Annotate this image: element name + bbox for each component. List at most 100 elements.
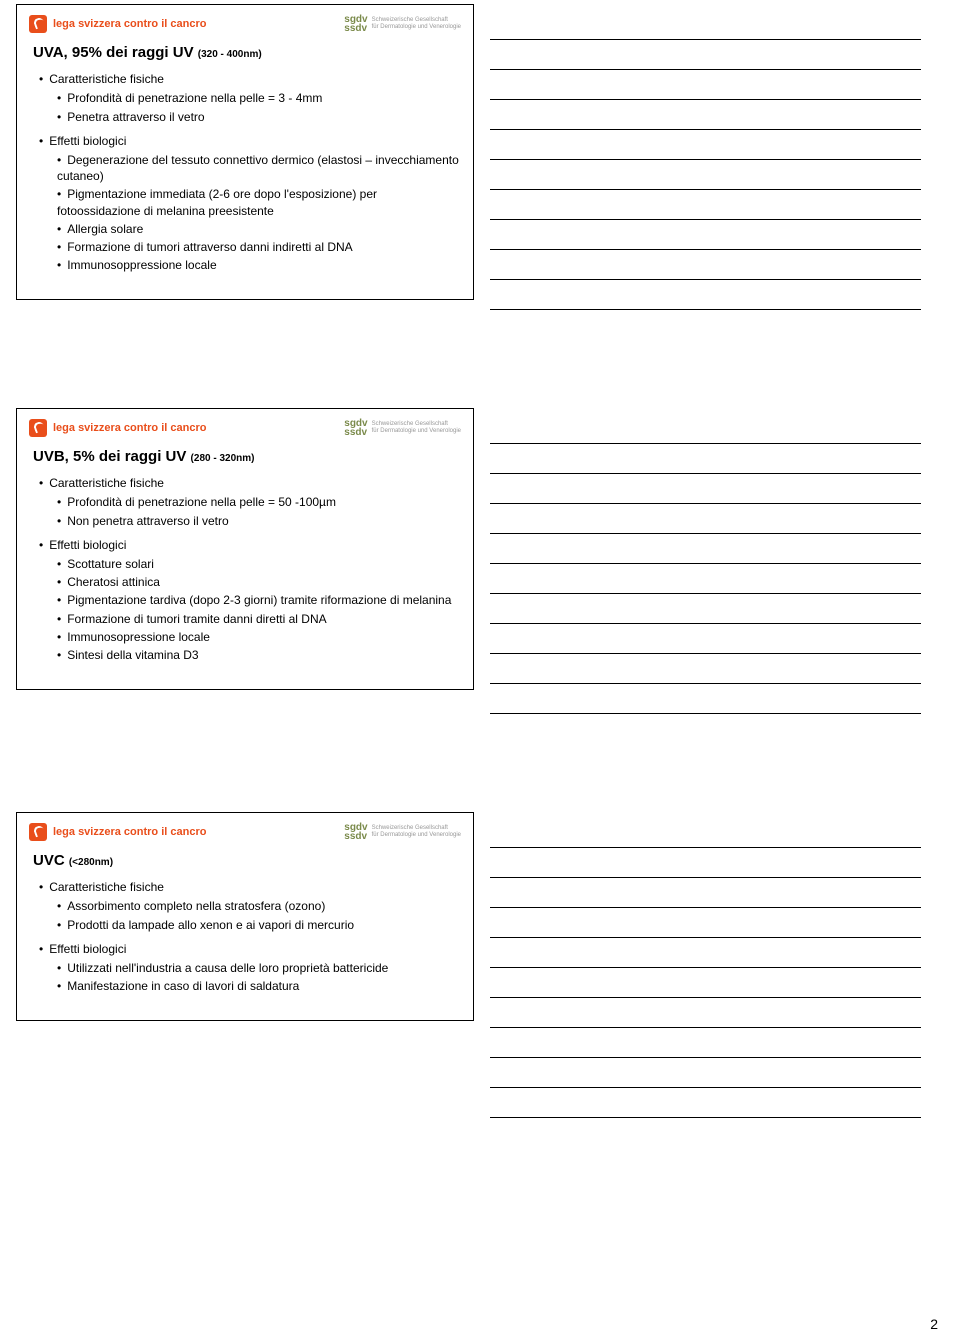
note-line — [490, 130, 921, 160]
note-line — [490, 190, 921, 220]
page-number: 2 — [930, 1316, 938, 1332]
note-line — [490, 1088, 921, 1118]
bullet-text: Manifestazione in caso di lavori di sald… — [67, 979, 299, 993]
bullet-item: Scottature solari — [57, 556, 461, 572]
bullet-list: Degenerazione del tessuto connettivo der… — [39, 152, 461, 273]
sub-logo: sgdvssdvSchweizerische Gesellschaftfür D… — [344, 15, 461, 33]
note-line — [490, 998, 921, 1028]
section-item: Caratteristiche fisiche Profondità di pen… — [39, 71, 461, 125]
bullet-text: Scottature solari — [67, 557, 154, 571]
brand-icon — [29, 823, 47, 841]
section-item: Effetti biologici Utilizzati nell'industr… — [39, 941, 461, 995]
slide-title: UVC (<280nm) — [33, 851, 461, 871]
notes-column — [480, 808, 950, 1122]
note-line — [490, 968, 921, 998]
bullet-text: Formazione di tumori tramite danni diret… — [67, 612, 326, 626]
sub-logo-mark: sgdvssdv — [344, 15, 367, 33]
bullet-item: Degenerazione del tessuto connettivo der… — [57, 152, 461, 184]
note-line — [490, 654, 921, 684]
section-item: Effetti biologici Scottature solari Cherat… — [39, 537, 461, 663]
slide-header: lega svizzera contro il cancro sgdvssdv Sc… — [29, 419, 461, 437]
brand-name: lega svizzera contro il cancro — [53, 825, 206, 840]
brand-name: lega svizzera contro il cancro — [53, 17, 206, 32]
note-line — [490, 414, 921, 444]
bullet-text: Immunosoppressione locale — [67, 258, 216, 272]
brand-name: lega svizzera contro il cancro — [53, 421, 206, 436]
slide-title-sub: (320 - 400nm) — [198, 49, 262, 60]
bullet-text: Formazione di tumori attraverso danni in… — [67, 240, 352, 254]
bullet-list: Scottature solariCheratosi attinicaPigme… — [39, 556, 461, 663]
bullet-text: Allergia solare — [67, 222, 143, 236]
bullet-item: Assorbimento completo nella stratosfera … — [57, 898, 461, 914]
section-heading: Caratteristiche fisiche — [49, 880, 164, 894]
slide-header: lega svizzera contro il cancro sgdvssdvSc… — [29, 823, 461, 841]
notes-column — [480, 0, 950, 314]
section-item: Caratteristiche fisiche Profondità di pen… — [39, 475, 461, 529]
note-line — [490, 40, 921, 70]
slide-title: UVB, 5% dei raggi UV (280 - 320nm) — [33, 447, 461, 467]
section-heading: Caratteristiche fisiche — [49, 72, 164, 86]
bullet-item: Cheratosi attinica — [57, 574, 461, 590]
sub-logo-text: Schweizerische Gesellschaftfür Dermatolo… — [372, 421, 461, 434]
bullet-item: Pigmentazione immediata (2-6 ore dopo l'… — [57, 186, 461, 218]
bullet-text: Prodotti da lampade allo xenon e ai vapo… — [67, 918, 354, 932]
section-list: Caratteristiche fisiche Assorbimento comp… — [29, 879, 461, 994]
bullet-list: Profondità di penetrazione nella pelle =… — [39, 494, 461, 528]
bullet-list: Assorbimento completo nella stratosfera … — [39, 898, 461, 932]
brand-icon — [29, 419, 47, 437]
note-line — [490, 160, 921, 190]
bullet-item: Prodotti da lampade allo xenon e ai vapo… — [57, 917, 461, 933]
slide-header: lega svizzera contro il cancro sgdvssdvSc… — [29, 15, 461, 33]
bullet-item: Non penetra attraverso il vetro — [57, 513, 461, 529]
section-heading: Effetti biologici — [49, 538, 126, 552]
bullet-item: Sintesi della vitamina D3 — [57, 647, 461, 663]
bullet-item: Penetra attraverso il vetro — [57, 109, 461, 125]
note-line — [490, 444, 921, 474]
bullet-text: Profondità di penetrazione nella pelle =… — [67, 91, 322, 105]
sub-logo-mark: sgdvssdv — [344, 419, 367, 437]
note-line — [490, 848, 921, 878]
section-heading: Caratteristiche fisiche — [49, 476, 164, 490]
bullet-text: Degenerazione del tessuto connettivo der… — [57, 153, 459, 183]
bullet-item: Profondità di penetrazione nella pelle =… — [57, 494, 461, 510]
note-line — [490, 10, 921, 40]
slide-title-sub: (280 - 320nm) — [191, 453, 255, 464]
bullet-item: Formazione di tumori tramite danni diret… — [57, 611, 461, 627]
slide-panel: lega svizzera contro il cancro sgdvssdvSc… — [16, 812, 474, 1021]
slide-panel: lega svizzera contro il cancro sgdvssdvSc… — [16, 4, 474, 300]
sub-logo-text: Schweizerische Gesellschaftfür Dermatolo… — [372, 825, 461, 838]
note-line — [490, 564, 921, 594]
note-line — [490, 624, 921, 654]
note-line — [490, 70, 921, 100]
bullet-item: Immunosoppressione locale — [57, 257, 461, 273]
section-item: Effetti biologiciDegenerazione del tessu… — [39, 133, 461, 274]
bullet-text: Pigmentazione immediata (2-6 ore dopo l'… — [57, 187, 377, 217]
bullet-list: Utilizzati nell'industria a causa delle … — [39, 960, 461, 994]
section-heading: Effetti biologici — [49, 942, 126, 956]
slide-title-sub: (<280nm) — [69, 857, 113, 868]
bullet-text: Immunosopressione locale — [67, 630, 210, 644]
bullet-text: Assorbimento completo nella stratosfera … — [67, 899, 325, 913]
note-line — [490, 594, 921, 624]
section-list: Caratteristiche fisiche Profondità di pen… — [29, 475, 461, 663]
note-line — [490, 1028, 921, 1058]
bullet-item: Profondità di penetrazione nella pelle =… — [57, 90, 461, 106]
bullet-list: Profondità di penetrazione nella pelle =… — [39, 90, 461, 124]
note-line — [490, 504, 921, 534]
note-line — [490, 220, 921, 250]
bullet-item: Utilizzati nell'industria a causa delle … — [57, 960, 461, 976]
sub-logo: sgdvssdvSchweizerische Gesellschaftfür D… — [344, 823, 461, 841]
bullet-item: Manifestazione in caso di lavori di sald… — [57, 978, 461, 994]
note-line — [490, 878, 921, 908]
sub-logo: sgdvssdv Schweizerische Gesellschaftfür D… — [344, 419, 461, 437]
note-line — [490, 684, 921, 714]
bullet-text: Cheratosi attinica — [67, 575, 160, 589]
brand-icon — [29, 15, 47, 33]
slide-title-main: UVA, 95% dei raggi UV — [33, 44, 198, 61]
section-list: Caratteristiche fisiche Profondità di pen… — [29, 71, 461, 273]
bullet-item: Formazione di tumori attraverso danni in… — [57, 239, 461, 255]
note-line — [490, 1058, 921, 1088]
note-line — [490, 250, 921, 280]
note-line — [490, 280, 921, 310]
bullet-item: Allergia solare — [57, 221, 461, 237]
